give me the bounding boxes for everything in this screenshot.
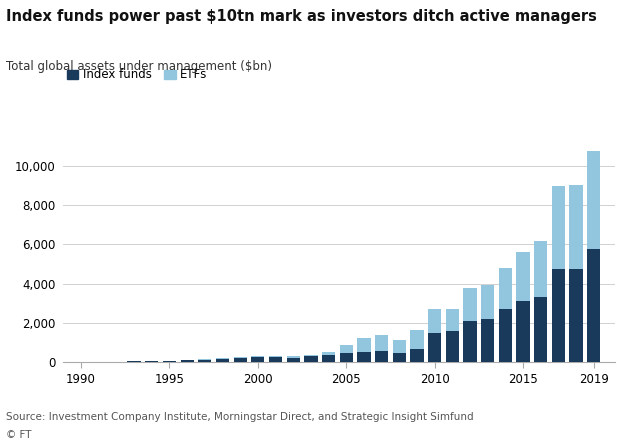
Bar — [552, 269, 565, 362]
Bar — [587, 249, 600, 362]
Bar — [446, 331, 459, 362]
Bar — [163, 361, 176, 362]
Bar — [375, 351, 388, 362]
Bar — [428, 333, 441, 362]
Bar — [517, 252, 529, 301]
Bar — [517, 301, 529, 362]
Bar — [463, 288, 477, 321]
Bar — [428, 309, 441, 333]
Bar — [358, 339, 370, 352]
Bar — [499, 268, 512, 309]
Bar — [410, 349, 424, 362]
Bar — [233, 358, 247, 362]
Bar — [198, 360, 212, 362]
Text: Source: Investment Company Institute, Morningstar Direct, and Strategic Insight : Source: Investment Company Institute, Mo… — [6, 412, 474, 422]
Bar — [392, 340, 406, 353]
Bar — [463, 321, 477, 362]
Bar — [410, 330, 424, 349]
Bar — [304, 354, 318, 356]
Bar — [145, 361, 158, 362]
Bar — [269, 357, 282, 362]
Bar — [216, 358, 229, 362]
Bar — [304, 356, 318, 362]
Bar — [446, 309, 459, 331]
Bar — [534, 241, 547, 297]
Bar — [251, 357, 264, 362]
Bar — [322, 352, 335, 355]
Bar — [499, 309, 512, 362]
Bar — [251, 356, 264, 357]
Bar — [287, 358, 300, 362]
Bar — [181, 360, 194, 362]
Bar — [481, 319, 495, 362]
Text: Total global assets under management ($bn): Total global assets under management ($b… — [6, 60, 273, 72]
Legend: Index funds, ETFs: Index funds, ETFs — [67, 69, 208, 81]
Bar — [340, 345, 353, 354]
Bar — [569, 269, 583, 362]
Bar — [358, 352, 370, 362]
Bar — [340, 354, 353, 362]
Bar — [233, 357, 247, 358]
Bar — [322, 355, 335, 362]
Bar — [552, 186, 565, 269]
Bar — [587, 151, 600, 249]
Bar — [392, 353, 406, 362]
Bar — [569, 185, 583, 269]
Bar — [534, 297, 547, 362]
Bar — [287, 356, 300, 358]
Bar — [127, 361, 141, 362]
Bar — [269, 356, 282, 357]
Text: © FT: © FT — [6, 430, 32, 440]
Bar — [481, 285, 495, 319]
Bar — [375, 335, 388, 351]
Text: Index funds power past $10tn mark as investors ditch active managers: Index funds power past $10tn mark as inv… — [6, 9, 597, 24]
